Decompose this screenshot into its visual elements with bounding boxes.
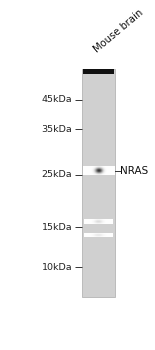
Text: NRAS: NRAS: [120, 166, 148, 175]
Text: 15kDa: 15kDa: [42, 223, 72, 232]
Bar: [83, 69, 114, 74]
Text: 25kDa: 25kDa: [42, 170, 72, 179]
Text: Mouse brain: Mouse brain: [92, 7, 145, 54]
Text: 35kDa: 35kDa: [42, 125, 72, 134]
Text: 10kDa: 10kDa: [42, 262, 72, 272]
Text: 45kDa: 45kDa: [42, 95, 72, 104]
Bar: [82, 69, 115, 297]
